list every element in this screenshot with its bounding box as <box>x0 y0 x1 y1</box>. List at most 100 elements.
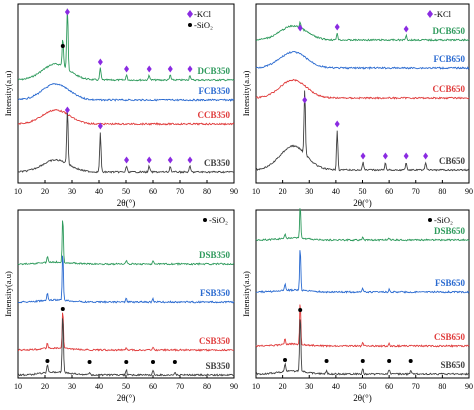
series-line-sb350 <box>17 318 235 377</box>
series-line-cb350 <box>17 109 235 174</box>
sio2-peak-marker <box>151 360 155 364</box>
x-tick-label: 80 <box>438 382 446 391</box>
series-label: CB650 <box>439 156 466 166</box>
series-line-dsb650 <box>255 208 470 242</box>
xrd-panel-2: 10 20 30 40 50 60 70 80 90 2θ(°) Intensity(a.u) DCB… <box>241 3 473 208</box>
kcl-peak-marker <box>297 24 303 32</box>
series-line-fsb650 <box>255 250 470 294</box>
series-label: DCB350 <box>197 66 230 76</box>
series-label: SB350 <box>205 361 230 371</box>
y-axis-label: Intensity(a.u) <box>241 271 251 317</box>
x-tick-label: 20 <box>279 187 287 196</box>
x-tick-label: 10 <box>14 382 22 391</box>
series-label: DSB650 <box>434 226 466 236</box>
sio2-peak-marker <box>283 358 288 362</box>
sio2-peak-marker <box>408 359 413 363</box>
x-tick-label: 30 <box>305 187 313 196</box>
kcl-peak-marker <box>334 23 340 31</box>
series-line-fsb350 <box>17 255 235 304</box>
x-tick-label: 80 <box>438 187 446 196</box>
series-line-dcb650 <box>255 20 470 42</box>
xrd-panel-3: 10 20 30 40 50 60 70 80 90 2θ(°) Intensity(a.u) DSB… <box>3 209 238 403</box>
y-axis-label: Intensity(a.u) <box>241 71 251 117</box>
x-tick-label: 60 <box>385 382 393 391</box>
kcl-peak-marker <box>403 152 409 160</box>
series-label: DCB650 <box>432 26 465 36</box>
x-axis-label: 2θ(°) <box>117 198 135 208</box>
y-axis-label: Intensity(a.u) <box>3 71 13 117</box>
series-label: CCB350 <box>197 110 230 120</box>
x-tick-label: 20 <box>279 382 287 391</box>
kcl-peak-marker <box>124 65 130 73</box>
x-tick-label: 90 <box>230 382 238 391</box>
xrd-panel-4: 10 20 30 40 50 60 70 80 90 2θ(°) Intensity(a.u) DSB… <box>241 208 473 403</box>
legend-label: -SiO₂ <box>434 215 453 225</box>
kcl-peak-marker <box>124 156 130 164</box>
legend-label: -KCl <box>434 9 452 19</box>
x-tick-label: 80 <box>203 382 211 391</box>
x-tick-label: 70 <box>176 382 184 391</box>
kcl-peak-marker <box>423 152 429 160</box>
kcl-peak-marker <box>64 106 70 114</box>
kcl-peak-marker <box>403 25 409 33</box>
kcl-peak-marker <box>360 152 366 160</box>
x-axis-label: 2θ(°) <box>117 393 135 403</box>
series-label: CCB650 <box>432 84 465 94</box>
sio2-peak-marker <box>45 359 50 363</box>
x-tick-label: 30 <box>68 187 76 196</box>
y-axis-label: Intensity(a.u) <box>3 271 13 317</box>
series-label: CB350 <box>204 158 231 168</box>
sio2-peak-marker <box>60 44 65 48</box>
series-line-dcb350 <box>17 8 235 82</box>
sio2-peak-marker <box>298 308 303 312</box>
legend-label: -SiO₂ <box>209 215 228 225</box>
sio2-peak-marker <box>360 359 365 363</box>
sio2-peak-marker <box>87 360 92 364</box>
kcl-peak-marker <box>167 156 173 164</box>
sio2-peak-marker <box>387 359 392 363</box>
x-tick-label: 90 <box>230 187 238 196</box>
series-label: FCB350 <box>199 86 231 96</box>
series-line-dsb350 <box>17 220 235 266</box>
x-tick-label: 70 <box>412 187 420 196</box>
sio2-peak-marker <box>324 359 329 363</box>
kcl-peak-marker <box>167 65 173 73</box>
kcl-peak-marker <box>187 65 193 73</box>
x-tick-label: 20 <box>41 187 49 196</box>
x-tick-label: 90 <box>465 382 473 391</box>
series-label: DSB350 <box>199 250 231 260</box>
kcl-peak-marker <box>302 96 308 104</box>
series-line-cb650 <box>255 90 470 172</box>
kcl-peak-marker <box>97 58 103 66</box>
legend-label: -SiO₂ <box>194 20 213 30</box>
sio2-peak-marker <box>124 360 129 364</box>
x-tick-label: 50 <box>122 382 130 391</box>
legend-sio2-marker <box>203 218 207 222</box>
x-tick-label: 50 <box>122 187 130 196</box>
x-tick-label: 60 <box>385 187 393 196</box>
kcl-peak-marker <box>382 152 388 160</box>
x-tick-label: 40 <box>95 382 103 391</box>
x-tick-label: 30 <box>68 382 76 391</box>
x-tick-label: 20 <box>41 382 49 391</box>
x-tick-label: 10 <box>252 187 260 196</box>
series-line-fcb650 <box>255 50 470 70</box>
x-tick-label: 50 <box>359 187 367 196</box>
legend-kcl-marker <box>187 10 193 18</box>
x-tick-label: 50 <box>359 382 367 391</box>
x-axis-label: 2θ(°) <box>353 393 371 403</box>
x-tick-label: 40 <box>332 382 340 391</box>
sio2-peak-marker <box>172 360 177 364</box>
legend-label: -KCl <box>194 9 212 19</box>
x-tick-label: 10 <box>252 382 260 391</box>
series-line-csb350 <box>17 312 235 352</box>
x-tick-label: 60 <box>149 187 157 196</box>
sio2-peak-marker <box>60 307 65 311</box>
x-tick-label: 40 <box>332 187 340 196</box>
kcl-peak-marker <box>97 122 103 130</box>
x-tick-label: 30 <box>305 382 313 391</box>
x-tick-label: 70 <box>412 382 420 391</box>
x-axis-label: 2θ(°) <box>353 198 371 208</box>
series-line-fcb350 <box>17 82 235 102</box>
